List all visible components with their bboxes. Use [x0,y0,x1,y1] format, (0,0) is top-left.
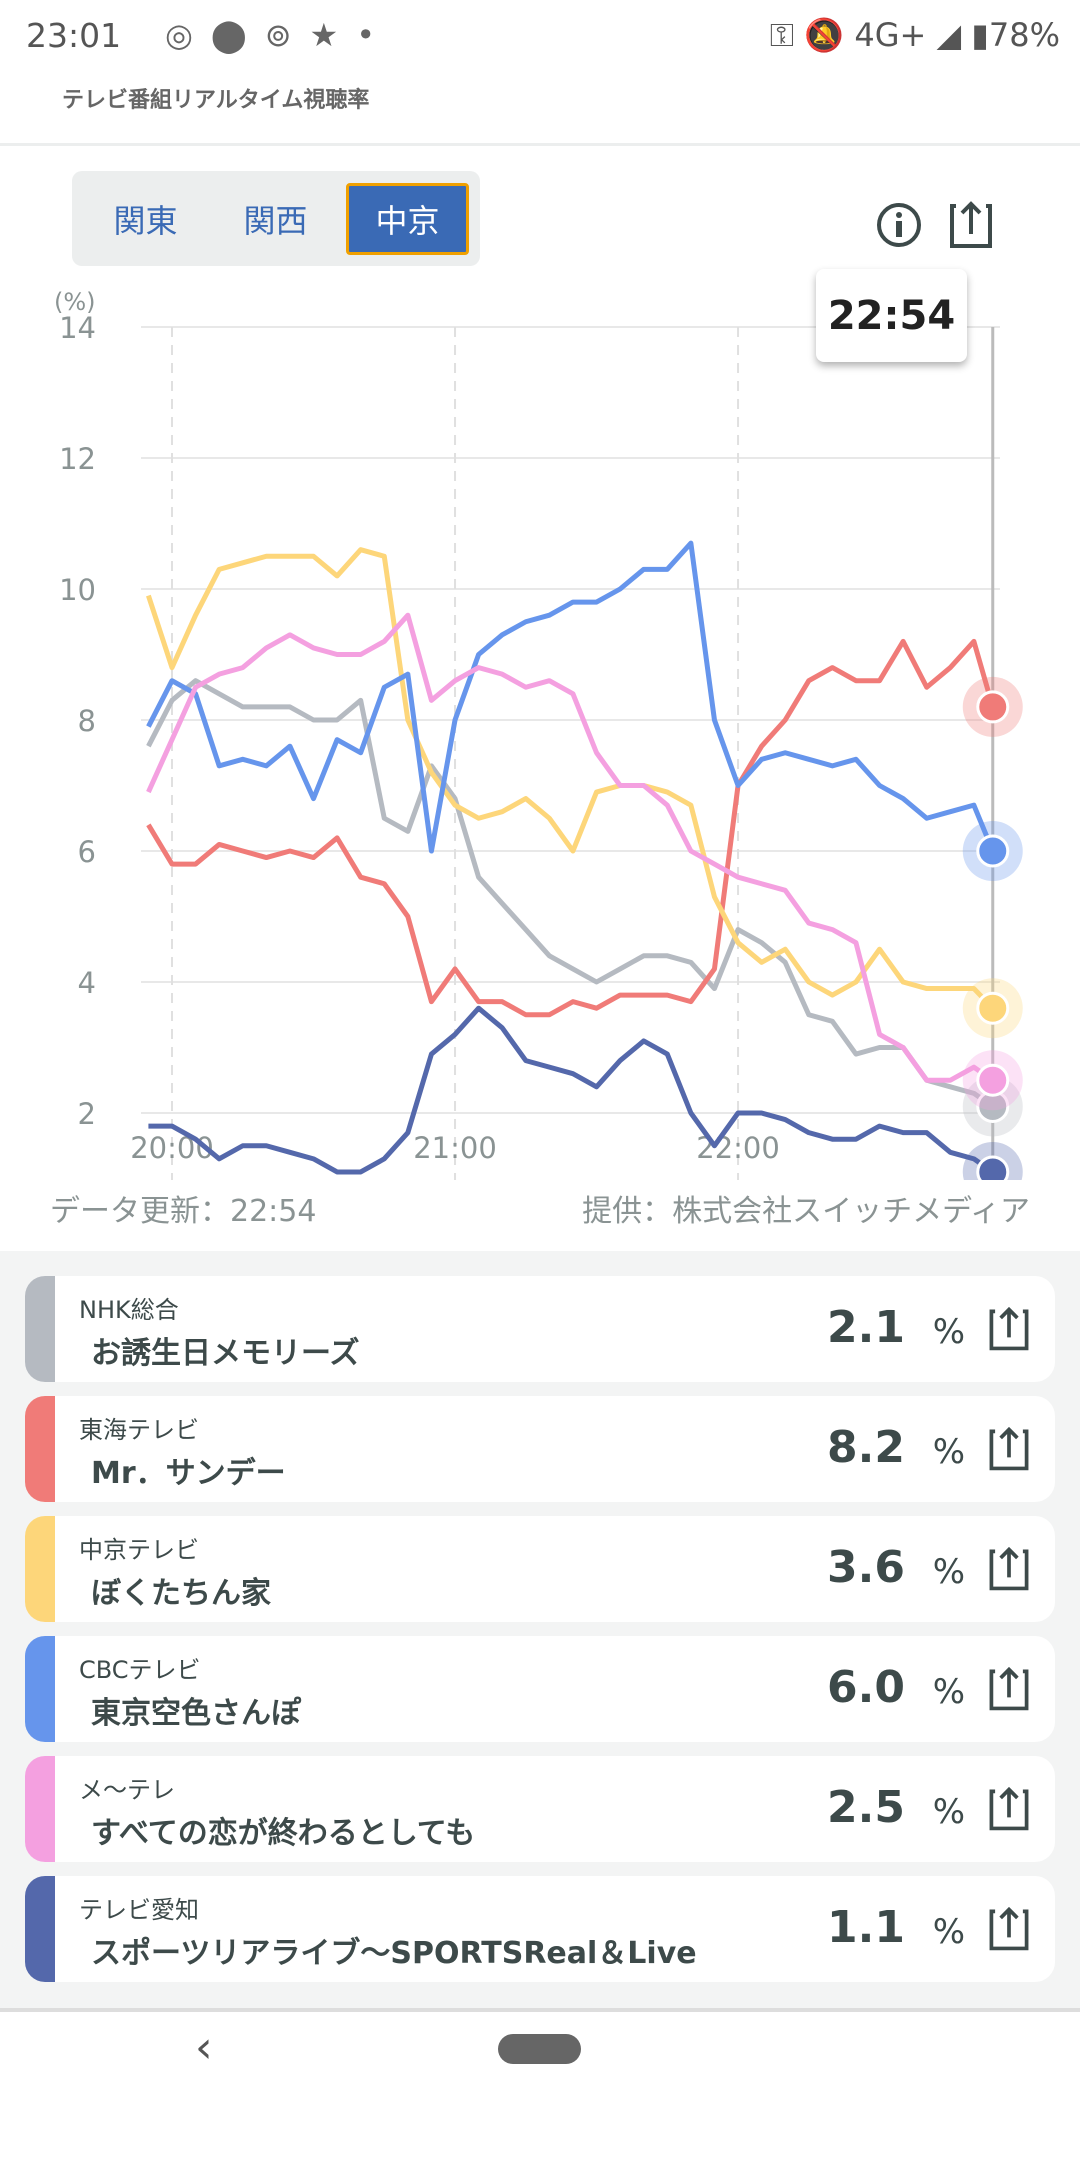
bell-off-icon: 🔕 [804,16,855,54]
end-marker [976,1063,1010,1097]
y-tick-label: 4 [78,966,96,1000]
y-axis-label: (%) [54,288,96,316]
info-icon[interactable] [874,198,924,252]
channel-card[interactable]: NHK総合 お誘生日メモリーズ 2.1 % [25,1276,1055,1382]
channel-color-stripe [25,1396,55,1502]
channel-name: テレビ愛知 [79,1896,199,1924]
end-marker [976,991,1010,1025]
key-icon: ⚿ [769,16,805,54]
end-marker [976,1155,1010,1180]
share-icon[interactable] [985,1784,1033,1834]
channel-color-stripe [25,1876,55,1982]
rating-value: 6.0 [827,1662,905,1713]
rating-value: 3.6 [827,1542,905,1593]
page-subtitle: テレビ番組リアルタイム視聴率 [62,88,370,113]
x-tick-label: 21:00 [413,1131,497,1165]
rating-value: 1.1 [827,1902,905,1953]
series-line [146,612,995,1083]
series-line [146,638,996,1018]
channel-color-stripe [25,1276,55,1382]
battery-level: 78% [988,16,1060,54]
channel-card[interactable]: メ～テレ すべての恋が終わるとしても 2.5 % [25,1756,1055,1862]
divider [0,143,1080,146]
tab-chukyo[interactable]: 中京 [346,183,469,255]
channel-name: メ～テレ [79,1776,175,1804]
data-updated: データ更新：22:54 [50,1194,317,1229]
rating-value: 2.1 [827,1302,905,1353]
channel-name: NHK総合 [79,1296,179,1324]
tab-kanto[interactable]: 関東 [113,202,178,240]
channel-color-stripe [25,1756,55,1862]
rating-unit: % [932,1432,965,1472]
y-tick-label: 14 [59,311,96,345]
rating-value: 2.5 [827,1782,905,1833]
share-icon[interactable] [985,1904,1033,1954]
rating-unit: % [932,1552,965,1592]
share-icon[interactable] [946,198,996,252]
rating-value: 8.2 [827,1422,905,1473]
end-marker [976,690,1010,724]
channel-color-stripe [25,1516,55,1622]
series-line [146,678,995,1109]
back-icon[interactable]: ‹ [195,2022,213,2073]
channel-name: 東海テレビ [79,1416,199,1444]
home-pill[interactable] [498,2034,581,2064]
share-icon[interactable] [985,1544,1033,1594]
series-line [146,540,996,854]
system-status: ⚿ 🔕 4G+ ◢ ▮78% [770,16,1060,55]
y-tick-label: 12 [59,442,96,476]
battery-icon: ▮ [971,16,989,54]
signal-icon: ◢ [926,16,972,54]
clock: 23:01 [26,16,122,55]
data-provider: 提供：株式会社スイッチメディア [582,1194,1030,1229]
channel-card[interactable]: 東海テレビ Mr．サンデー 8.2 % [25,1396,1055,1502]
program-title: お誘生日メモリーズ [91,1336,360,1371]
program-title: スポーツリアライブ～SPORTSReal＆Live [91,1936,697,1971]
series-line [148,1005,995,1175]
y-tick-label: 2 [78,1097,96,1131]
rating-unit: % [932,1672,965,1712]
channel-card[interactable]: テレビ愛知 スポーツリアライブ～SPORTSReal＆Live 1.1 % [25,1876,1055,1982]
notification-icons: ◎⬤⊚★• [165,16,394,54]
rating-unit: % [932,1792,965,1832]
series-line [146,547,995,1010]
share-icon[interactable] [985,1664,1033,1714]
program-title: すべての恋が終わるとしても [91,1816,476,1851]
status-bar: 23:01 ◎⬤⊚★• ⚿ 🔕 4G+ ◢ ▮78% [0,0,1080,75]
x-tick-label: 20:00 [130,1131,214,1165]
network-label: 4G+ [854,16,927,54]
channel-name: 中京テレビ [79,1536,199,1564]
time-tooltip: 22:54 [816,269,967,362]
channel-card[interactable]: CBCテレビ 東京空色さんぽ 6.0 % [25,1636,1055,1742]
program-title: Mr．サンデー [91,1456,286,1491]
program-title: 東京空色さんぽ [91,1696,301,1731]
channel-card[interactable]: 中京テレビ ぼくたちん家 3.6 % [25,1516,1055,1622]
y-tick-label: 8 [78,704,96,738]
channel-color-stripe [25,1636,55,1742]
program-title: ぼくたちん家 [91,1576,271,1611]
end-marker [976,834,1010,868]
region-tabs: 関東 関西 中京 [72,171,480,266]
share-icon[interactable] [985,1424,1033,1474]
share-icon[interactable] [985,1304,1033,1354]
rating-unit: % [932,1312,965,1352]
tab-kansai[interactable]: 関西 [243,202,308,240]
rating-unit: % [932,1912,965,1952]
y-tick-label: 10 [59,573,96,607]
channel-name: CBCテレビ [79,1656,201,1684]
y-tick-label: 6 [78,835,96,869]
